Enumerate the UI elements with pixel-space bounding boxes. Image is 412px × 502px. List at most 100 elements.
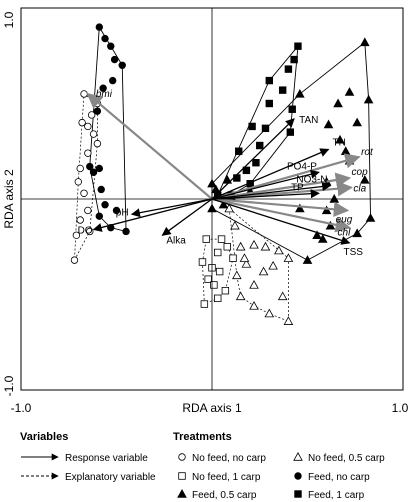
point-no-feed-no-carp [84, 149, 92, 157]
point-feed-0-5-carp [352, 228, 362, 238]
arrow-label-cop: cop [352, 167, 369, 178]
point-no-feed-0-5-carp [239, 253, 250, 262]
point-no-feed-0-5-carp [264, 308, 275, 318]
point-feed-0-5-carp [323, 119, 334, 129]
legend-label-no-feed-no-carp: No feed, no carp [192, 453, 266, 464]
point-no-feed-1-carp [204, 275, 212, 283]
legend-marker-feed-no-carp [294, 472, 302, 480]
point-no-feed-1-carp [217, 235, 226, 243]
point-feed-0-5-carp [359, 174, 370, 184]
point-no-feed-0-5-carp [241, 258, 252, 268]
x-axis-label: RDA axis 1 [182, 401, 242, 415]
point-no-feed-no-carp [84, 206, 92, 215]
point-feed-no-carp [122, 227, 130, 236]
point-feed-0-5-carp [333, 98, 343, 108]
legend-items: No feed, no carp No feed, 0.5 carp No feed… [177, 452, 385, 501]
point-feed-1-carp [286, 128, 295, 136]
point-feed-no-carp [86, 162, 94, 171]
arrow-label-do: DO [78, 226, 93, 237]
arrow-ph [130, 198, 213, 218]
y-axis-label: RDA axis 2 [2, 169, 16, 229]
point-no-feed-no-carp [93, 139, 102, 148]
x-tick-min: -1.0 [11, 401, 32, 415]
arrow-tss [211, 198, 351, 245]
y-tick-max: 1.0 [2, 11, 16, 28]
point-no-feed-0-5-carp [235, 241, 246, 251]
point-feed-0-5-carp [325, 220, 336, 230]
arrow-chl [211, 197, 352, 233]
arrow-label-chl: chl [338, 228, 352, 239]
point-feed-1-carp [235, 147, 243, 155]
legend-label-no-feed-1-carp: No feed, 1 carp [192, 472, 261, 483]
arrow-label-po4-p: PO4-P [287, 161, 317, 172]
point-no-feed-0-5-carp [249, 301, 259, 310]
point-feed-1-carp [290, 55, 298, 64]
arrow-alka [161, 198, 213, 236]
point-feed-no-carp [110, 55, 119, 64]
point-no-feed-1-carp [202, 235, 210, 243]
point-feed-no-carp [101, 34, 109, 43]
legend: Variables Treatments Response variable E… [20, 431, 385, 501]
arrow-eug [211, 197, 350, 217]
point-no-feed-1-carp [200, 300, 209, 308]
point-feed-0-5-carp [302, 255, 313, 264]
point-feed-0-5-carp [363, 94, 374, 104]
point-feed-no-carp [97, 185, 105, 194]
arrow-label-no3-n: NO3-N [296, 175, 327, 186]
point-feed-1-carp [248, 122, 256, 131]
legend-treatments-title: Treatments [173, 431, 232, 443]
arrow-label-tss: TSS [344, 247, 364, 258]
point-feed-0-5-carp [329, 194, 340, 203]
legend-marker-no-feed-1-carp [178, 472, 186, 480]
point-feed-0-5-carp [359, 37, 370, 47]
arrow-rot [211, 153, 361, 201]
point-feed-1-carp [294, 42, 302, 50]
point-feed-0-5-carp [312, 230, 322, 239]
point-feed-1-carp [261, 124, 270, 133]
legend-marker-no-feed-no-carp [178, 453, 186, 461]
point-feed-0-5-carp [321, 205, 332, 215]
arrow-do [92, 198, 213, 232]
point-no-feed-1-carp [223, 243, 231, 251]
arrow-label-eug: eug [336, 214, 353, 225]
arrow-labels-layer: bmi rot cop cla eug chl TAN TN PO4-P NO3-NTP TSS DO… [78, 89, 374, 258]
point-no-feed-1-carp [198, 258, 207, 266]
point-feed-no-carp [89, 168, 98, 176]
y-tick-min: -1.0 [2, 375, 16, 396]
point-no-feed-0-5-carp [274, 245, 284, 255]
arrow-label-cla: cla [353, 184, 366, 195]
point-feed-0-5-carp [317, 234, 328, 243]
point-no-feed-1-carp [214, 248, 222, 257]
point-feed-no-carp [107, 42, 115, 50]
arrow-bmi [86, 92, 213, 200]
point-no-feed-1-carp [210, 281, 218, 289]
arrow-label-alka: Alka [166, 235, 186, 246]
point-no-feed-1-carp [229, 254, 237, 262]
point-feed-0-5-carp [295, 203, 305, 213]
point-no-feed-0-5-carp [258, 266, 269, 276]
legend-marker-feed-1-carp [294, 490, 302, 498]
point-feed-no-carp [95, 212, 104, 220]
point-feed-no-carp [108, 76, 117, 85]
legend-label-feed-1-carp: Feed, 1 carp [308, 490, 365, 501]
point-no-feed-0-5-carp [283, 316, 294, 325]
point-feed-no-carp [95, 23, 104, 31]
x-tick-max: 1.0 [392, 401, 409, 415]
arrow-label-rot: rot [361, 147, 374, 158]
arrow-label-tan: TAN [299, 115, 318, 126]
legend-marker-feed-0-5-carp [177, 489, 187, 498]
point-feed-1-carp [288, 105, 296, 113]
legend-label-no-feed-0-5-carp: No feed, 0.5 carp [308, 453, 385, 464]
hull-no-feed-0-5-carp [228, 207, 289, 322]
point-feed-1-carp [256, 141, 264, 150]
point-no-feed-0-5-carp [268, 260, 278, 270]
point-feed-no-carp [112, 206, 121, 215]
legend-explanatory-label: Explanatory variable [65, 472, 156, 483]
point-feed-0-5-carp [218, 199, 229, 209]
point-feed-no-carp [101, 201, 109, 209]
arrows-layer [86, 92, 361, 245]
arrow-label-tp: TP [291, 182, 304, 193]
point-no-feed-1-carp [214, 294, 222, 303]
point-feed-no-carp [95, 164, 104, 173]
